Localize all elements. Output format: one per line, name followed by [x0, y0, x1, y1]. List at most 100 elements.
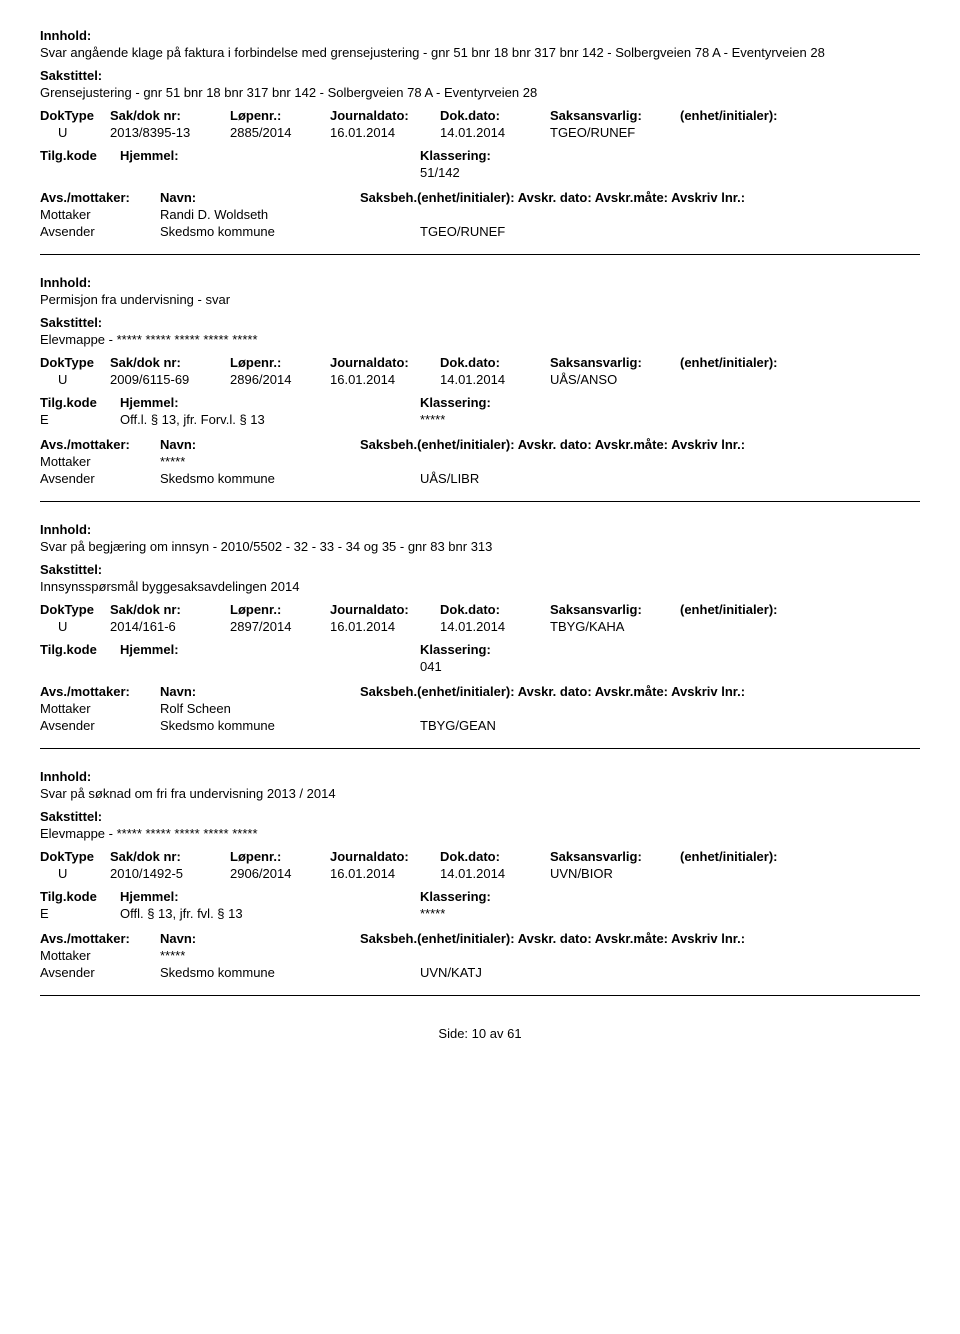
data-row: U 2010/1492-5 2906/2014 16.01.2014 14.01…: [40, 866, 920, 881]
dokdato-header: Dok.dato:: [440, 108, 550, 123]
klassering-header: Klassering:: [420, 642, 491, 657]
dokdato-header: Dok.dato:: [440, 602, 550, 617]
party-name: *****: [160, 948, 420, 963]
klassering-header: Klassering:: [420, 889, 491, 904]
party-name: Rolf Scheen: [160, 701, 420, 716]
dokdato-header: Dok.dato:: [440, 355, 550, 370]
journaldato-value: 16.01.2014: [330, 125, 440, 140]
record-divider: [40, 254, 920, 255]
tilgkode-header: Tilg.kode: [40, 395, 120, 410]
sakstittel-text: Grensejustering - gnr 51 bnr 18 bnr 317 …: [40, 85, 920, 100]
dokdato-value: 14.01.2014: [440, 372, 550, 387]
saksansvarlig-header: Saksansvarlig:: [550, 602, 680, 617]
innhold-text: Svar på begjæring om innsyn - 2010/5502 …: [40, 539, 920, 554]
tilgkode-value: [40, 659, 120, 674]
sakstittel-text: Elevmappe - ***** ***** ***** ***** ****…: [40, 826, 920, 841]
journaldato-header: Journaldato:: [330, 602, 440, 617]
lopenr-header: Løpenr.:: [230, 849, 330, 864]
navn-header: Navn:: [160, 190, 360, 205]
sakstittel-text: Elevmappe - ***** ***** ***** ***** ****…: [40, 332, 920, 347]
sakdok-header: Sak/dok nr:: [110, 849, 230, 864]
enhet-header: (enhet/initialer):: [680, 602, 830, 617]
dokdato-header: Dok.dato:: [440, 849, 550, 864]
avs-header-row: Avs./mottaker: Navn: Saksbeh.(enhet/init…: [40, 437, 920, 452]
saksansvarlig-header: Saksansvarlig:: [550, 108, 680, 123]
tilg-row: Tilg.kode Hjemmel: Klassering:: [40, 395, 920, 410]
journaldato-header: Journaldato:: [330, 849, 440, 864]
avs-header-row: Avs./mottaker: Navn: Saksbeh.(enhet/init…: [40, 931, 920, 946]
tilgkode-value: E: [40, 906, 120, 921]
party-role: Mottaker: [40, 454, 160, 469]
party-code: UVN/KATJ: [420, 965, 620, 980]
party-role: Avsender: [40, 471, 160, 486]
data-row: U 2014/161-6 2897/2014 16.01.2014 14.01.…: [40, 619, 920, 634]
klassering-value: *****: [420, 412, 445, 427]
column-headers: DokType Sak/dok nr: Løpenr.: Journaldato…: [40, 602, 920, 617]
doktype-value: U: [40, 372, 110, 387]
sakstittel-text: Innsynsspørsmål byggesaksavdelingen 2014: [40, 579, 920, 594]
enhet-header: (enhet/initialer):: [680, 849, 830, 864]
klassering-value: 041: [420, 659, 442, 674]
tilg-values: 51/142: [40, 165, 920, 180]
party-name: Skedsmo kommune: [160, 471, 420, 486]
navn-header: Navn:: [160, 931, 360, 946]
party-name: *****: [160, 454, 420, 469]
tilgkode-header: Tilg.kode: [40, 889, 120, 904]
innhold-label: Innhold:: [40, 28, 920, 43]
party-code: [420, 207, 620, 222]
enhet-header: (enhet/initialer):: [680, 108, 830, 123]
hjemmel-header: Hjemmel:: [120, 889, 420, 904]
avsmottaker-header: Avs./mottaker:: [40, 684, 160, 699]
party-code: UÅS/LIBR: [420, 471, 620, 486]
klassering-value: 51/142: [420, 165, 460, 180]
party-code: TGEO/RUNEF: [420, 224, 620, 239]
navn-header: Navn:: [160, 684, 360, 699]
avsmottaker-header: Avs./mottaker:: [40, 931, 160, 946]
doktype-value: U: [40, 619, 110, 634]
tilg-values: E Off.l. § 13, jfr. Forv.l. § 13 *****: [40, 412, 920, 427]
side-label: Side:: [438, 1026, 468, 1041]
party-role: Mottaker: [40, 207, 160, 222]
sakstittel-label: Sakstittel:: [40, 809, 920, 824]
saksansvarlig-value: TGEO/RUNEF: [550, 125, 680, 140]
klassering-value: *****: [420, 906, 445, 921]
hjemmel-value: [120, 165, 420, 180]
hjemmel-header: Hjemmel:: [120, 148, 420, 163]
tilg-values: 041: [40, 659, 920, 674]
party-row: Mottaker *****: [40, 454, 920, 469]
sakstittel-label: Sakstittel:: [40, 315, 920, 330]
lopenr-value: 2896/2014: [230, 372, 330, 387]
doktype-value: U: [40, 125, 110, 140]
journaldato-header: Journaldato:: [330, 355, 440, 370]
saksbeh-header: Saksbeh.(enhet/initialer): Avskr. dato: …: [360, 684, 920, 699]
hjemmel-header: Hjemmel:: [120, 642, 420, 657]
party-name: Skedsmo kommune: [160, 718, 420, 733]
party-role: Avsender: [40, 224, 160, 239]
klassering-header: Klassering:: [420, 395, 491, 410]
sakdok-value: 2013/8395-13: [110, 125, 230, 140]
page-footer: Side: 10 av 61: [40, 1026, 920, 1041]
party-row: Avsender Skedsmo kommune TBYG/GEAN: [40, 718, 920, 733]
journaldato-value: 16.01.2014: [330, 372, 440, 387]
hjemmel-header: Hjemmel:: [120, 395, 420, 410]
saksansvarlig-header: Saksansvarlig:: [550, 355, 680, 370]
innhold-text: Svar angående klage på faktura i forbind…: [40, 45, 920, 60]
innhold-label: Innhold:: [40, 769, 920, 784]
tilg-values: E Offl. § 13, jfr. fvl. § 13 *****: [40, 906, 920, 921]
party-row: Avsender Skedsmo kommune UÅS/LIBR: [40, 471, 920, 486]
party-code: [420, 948, 620, 963]
lopenr-header: Løpenr.:: [230, 108, 330, 123]
data-row: U 2013/8395-13 2885/2014 16.01.2014 14.0…: [40, 125, 920, 140]
saksansvarlig-header: Saksansvarlig:: [550, 849, 680, 864]
journaldato-header: Journaldato:: [330, 108, 440, 123]
dokdato-value: 14.01.2014: [440, 125, 550, 140]
journaldato-value: 16.01.2014: [330, 619, 440, 634]
party-row: Mottaker Randi D. Woldseth: [40, 207, 920, 222]
column-headers: DokType Sak/dok nr: Løpenr.: Journaldato…: [40, 108, 920, 123]
lopenr-header: Løpenr.:: [230, 355, 330, 370]
avs-header-row: Avs./mottaker: Navn: Saksbeh.(enhet/init…: [40, 684, 920, 699]
doktype-header: DokType: [40, 108, 110, 123]
party-row: Mottaker Rolf Scheen: [40, 701, 920, 716]
lopenr-value: 2906/2014: [230, 866, 330, 881]
hjemmel-value: Offl. § 13, jfr. fvl. § 13: [120, 906, 420, 921]
